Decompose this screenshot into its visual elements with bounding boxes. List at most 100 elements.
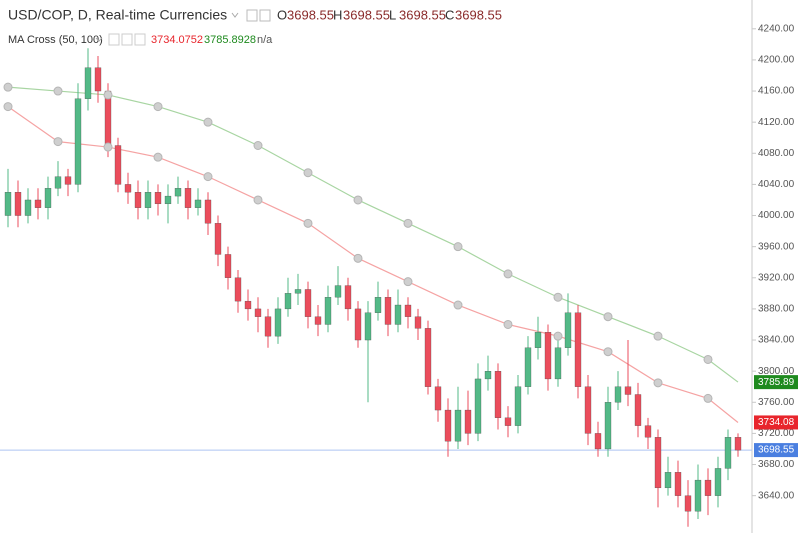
y-tick-label: 4240.00	[758, 23, 795, 34]
ma-dot	[553, 292, 563, 302]
y-tick-label: 4200.00	[758, 55, 795, 66]
ma-dot	[603, 312, 613, 322]
ma-dot	[103, 142, 113, 152]
candle-body	[724, 437, 732, 469]
candle-body	[134, 192, 142, 208]
candle-body	[154, 192, 162, 205]
candle-body	[54, 176, 62, 189]
price-label-box	[754, 443, 798, 458]
candle-body	[274, 308, 282, 337]
eye-icon[interactable]	[246, 9, 258, 22]
candle-body	[354, 308, 362, 341]
ma-dot	[253, 141, 263, 151]
y-tick-label: 3640.00	[758, 490, 795, 501]
dropdown-icon[interactable]	[231, 12, 239, 18]
ma-dot	[203, 172, 213, 182]
ma-dot	[153, 102, 163, 112]
ma-dot	[503, 319, 513, 329]
candle-body	[484, 371, 492, 380]
ohlc-key: H	[333, 7, 342, 22]
ma-dot	[3, 102, 13, 112]
candle-body	[314, 316, 322, 325]
price-axis: 3640.00 3680.00 3720.00 3760.00 3800.00 3840.…	[752, 23, 798, 501]
plot-area	[0, 48, 752, 527]
ohlc-value: 3698.55	[287, 7, 334, 22]
ma-line	[7, 106, 739, 423]
settings-icon[interactable]	[121, 33, 133, 46]
indicator-value: n/a	[257, 34, 273, 46]
indicator-name: MA Cross (50, 100)	[8, 34, 103, 46]
candle-body	[404, 304, 412, 317]
ma-dot	[453, 300, 463, 310]
candle-body	[44, 188, 52, 208]
candle-body	[14, 192, 22, 216]
ma-dot	[303, 168, 313, 178]
candle-body	[254, 308, 262, 317]
candle-body	[214, 223, 222, 255]
candle-body	[634, 394, 642, 426]
candle-body	[414, 316, 422, 329]
candle-body	[294, 289, 302, 294]
candle-body	[534, 332, 542, 348]
symbol-title: USD/COP, D, Real-time Currencies	[8, 7, 227, 23]
y-tick-label: 3920.00	[758, 272, 795, 283]
candle-body	[624, 386, 632, 395]
ma-dot	[453, 242, 463, 252]
candle-body	[184, 188, 192, 208]
ma-dot	[53, 137, 63, 147]
price-label-box	[754, 375, 798, 390]
candle-body	[174, 188, 182, 197]
candle-body	[194, 199, 202, 208]
candle-body	[4, 192, 12, 216]
candle-body	[514, 386, 522, 426]
candle-body	[74, 98, 82, 185]
legend-header: USD/COP, D, Real-time Currencies MA Cros…	[8, 7, 502, 46]
candle-body	[644, 425, 652, 438]
y-tick-label: 3800.00	[758, 366, 795, 377]
candle-body	[24, 199, 32, 216]
settings-icon[interactable]	[259, 9, 271, 22]
candle-body	[594, 433, 602, 450]
ma-line	[7, 86, 739, 383]
ma-dot	[653, 378, 663, 388]
ma-dot	[353, 195, 363, 205]
candle-body	[164, 195, 172, 205]
candle-body	[34, 199, 42, 208]
y-tick-label: 3760.00	[758, 397, 795, 408]
candle-body	[344, 285, 352, 310]
y-tick-label: 3880.00	[758, 304, 795, 315]
ma-dot	[403, 218, 413, 228]
candle-body	[434, 386, 442, 411]
y-tick-label: 3720.00	[758, 428, 795, 439]
candle-body	[524, 347, 532, 387]
ma-dot	[603, 347, 613, 357]
y-tick-label: 4120.00	[758, 117, 795, 128]
y-tick-label: 3840.00	[758, 335, 795, 346]
eye-icon[interactable]	[108, 33, 120, 46]
close-icon[interactable]	[134, 33, 146, 46]
ma-dot	[303, 218, 313, 228]
ma-dot	[503, 269, 513, 279]
ma-dot	[353, 253, 363, 263]
candle-body	[324, 297, 332, 325]
candle-body	[574, 312, 582, 387]
candle-body	[584, 386, 592, 434]
ma-dot	[703, 393, 713, 403]
y-tick-label: 4080.00	[758, 148, 795, 159]
candle-body	[464, 409, 472, 434]
dropdown-icon[interactable]	[95, 37, 103, 42]
ohlc-value: 3698.55	[455, 7, 502, 22]
ma-dot	[253, 195, 263, 205]
ohlc-value: 3698.55	[399, 7, 446, 22]
y-tick-label: 4000.00	[758, 210, 795, 221]
candle-body	[394, 304, 402, 325]
y-tick-label: 3680.00	[758, 459, 795, 470]
candle-body	[144, 192, 152, 208]
candle-body	[114, 145, 122, 185]
candle-body	[734, 437, 742, 451]
candle-body	[694, 479, 702, 512]
ma-dot	[203, 117, 213, 127]
candle-body	[424, 328, 432, 387]
candle-body	[494, 371, 502, 418]
ma-dot	[3, 82, 13, 92]
